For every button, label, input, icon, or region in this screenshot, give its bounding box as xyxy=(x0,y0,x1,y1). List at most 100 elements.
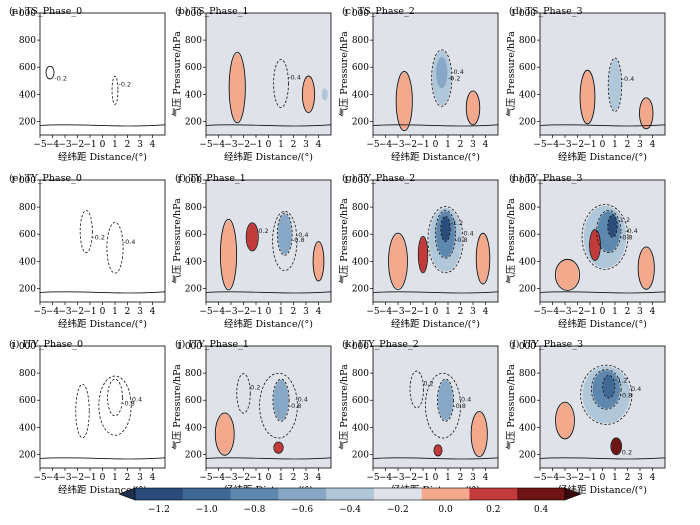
x-tick-label: 3 xyxy=(637,307,643,317)
y-axis-label: 气压 Pressure/hPa xyxy=(171,198,183,284)
x-axis-label: 经纬距 Distance/(°) xyxy=(558,484,647,496)
y-tick-label: 1 000 xyxy=(10,176,36,186)
y-tick-label: 400 xyxy=(519,90,536,100)
y-tick-label: 1 000 xyxy=(176,176,202,186)
contour-label: 0.2 xyxy=(258,227,268,235)
shaded-region xyxy=(274,60,288,107)
y-tick-label: 1 000 xyxy=(343,342,369,352)
x-tick-label: 2 xyxy=(458,140,464,150)
x-tick-label: 2 xyxy=(125,473,131,483)
y-tick-label: 1 000 xyxy=(510,9,536,19)
contour-negative xyxy=(607,214,618,238)
contour-zero xyxy=(540,291,665,294)
x-tick-label: −5 xyxy=(366,473,380,483)
x-tick-label: 1 xyxy=(278,307,284,317)
contour-negative xyxy=(596,209,622,254)
y-axis-label: 气压 Pressure/hPa xyxy=(171,364,183,450)
contour-label: -0.8 xyxy=(122,400,135,408)
y-tick-label: 400 xyxy=(19,423,36,433)
x-tick-label: −4 xyxy=(46,307,60,317)
x-tick-label: −4 xyxy=(546,473,560,483)
colorbar-label: 0.2 xyxy=(486,505,500,515)
shaded-region xyxy=(274,442,283,454)
y-tick-label: 400 xyxy=(519,257,536,267)
contour-negative xyxy=(436,378,454,422)
x-tick-label: 1 xyxy=(445,473,451,483)
contour-zero xyxy=(206,124,331,127)
x-tick-label: 0 xyxy=(600,473,606,483)
shaded-region xyxy=(216,413,234,455)
x-tick-label: −5 xyxy=(199,140,213,150)
contour-label: -0.2 xyxy=(448,75,461,83)
x-tick-label: 1 xyxy=(612,473,618,483)
x-tick-label: 2 xyxy=(458,307,464,317)
y-tick-label: 600 xyxy=(519,230,536,240)
x-axis-label: 经纬距 Distance/(°) xyxy=(224,318,313,330)
y-tick-label: 600 xyxy=(352,396,369,406)
x-tick-label: 2 xyxy=(291,140,297,150)
x-tick-label: 0 xyxy=(600,307,606,317)
y-tick-label: 1 000 xyxy=(176,9,202,19)
y-tick-label: 800 xyxy=(185,36,202,46)
contour-negative xyxy=(607,57,623,113)
x-tick-label: −2 xyxy=(237,307,250,317)
x-axis-label: 经纬距 Distance/(°) xyxy=(391,151,480,163)
y-tick-label: 800 xyxy=(185,203,202,213)
x-tick-label: −5 xyxy=(533,473,547,483)
x-tick-label: 4 xyxy=(650,307,656,317)
y-tick-label: 800 xyxy=(352,36,369,46)
contour-label: -1.2 xyxy=(615,377,628,385)
panel-title: (f) TY_Phase_1 xyxy=(175,173,246,184)
shaded-region xyxy=(237,374,250,413)
contour-zero xyxy=(219,218,238,291)
x-tick-label: 4 xyxy=(316,140,322,150)
contour-zero xyxy=(312,241,325,282)
x-tick-label: 1 xyxy=(445,307,451,317)
y-tick-label: 800 xyxy=(352,203,369,213)
x-tick-label: 2 xyxy=(125,307,131,317)
x-axis-label: 经纬距 Distance/(°) xyxy=(558,151,647,163)
shaded-region xyxy=(608,215,617,237)
x-tick-label: −1 xyxy=(583,307,596,317)
y-tick-label: 200 xyxy=(352,117,369,127)
x-tick-label: 3 xyxy=(137,307,143,317)
contour-zero xyxy=(206,291,331,294)
panel-title: (h) TY_Phase_3 xyxy=(509,173,582,184)
panel-c: -0.4-0.2 (c) TS_Phase_2 −5 −4 −3 −2 −1 0 1 2 3 4 200… xyxy=(338,6,499,163)
panel-title: (b) TS_Phase_1 xyxy=(175,6,249,17)
contour-label: -0.4 xyxy=(123,238,136,246)
x-tick-label: −2 xyxy=(571,307,584,317)
contour-zero xyxy=(228,51,246,124)
shaded-region xyxy=(273,379,289,421)
y-tick-label: 200 xyxy=(19,117,36,127)
y-tick-label: 600 xyxy=(519,396,536,406)
x-tick-label: −3 xyxy=(224,307,238,317)
y-tick-label: 800 xyxy=(19,36,36,46)
contour-label: -0.4 xyxy=(288,73,301,81)
y-tick-label: 1 000 xyxy=(343,9,369,19)
x-tick-label: 3 xyxy=(637,140,643,150)
y-tick-label: 600 xyxy=(185,396,202,406)
contour-positive xyxy=(417,235,429,274)
x-tick-label: −4 xyxy=(379,473,393,483)
contour-label: -0.4 xyxy=(451,68,464,76)
shaded-region xyxy=(221,220,236,289)
x-tick-label: −3 xyxy=(58,307,72,317)
y-tick-label: 800 xyxy=(19,203,36,213)
contour-label: -0.8 xyxy=(455,236,468,244)
x-tick-label: 3 xyxy=(303,307,309,317)
contour-label: -0.4 xyxy=(461,230,474,238)
x-tick-label: 0 xyxy=(100,473,106,483)
x-tick-label: −1 xyxy=(249,473,262,483)
contour-negative xyxy=(79,209,93,254)
shaded-region xyxy=(556,259,579,290)
x-tick-label: −3 xyxy=(391,307,405,317)
shaded-region xyxy=(466,91,480,125)
contour-label: -0.8 xyxy=(620,234,633,242)
y-axis-label: 气压 Pressure/hPa xyxy=(505,198,517,284)
panel-title: (i) ITY_Phase_0 xyxy=(9,339,83,350)
y-tick-label: 200 xyxy=(519,450,536,460)
x-tick-label: −1 xyxy=(249,140,262,150)
contour-negative xyxy=(273,59,289,108)
